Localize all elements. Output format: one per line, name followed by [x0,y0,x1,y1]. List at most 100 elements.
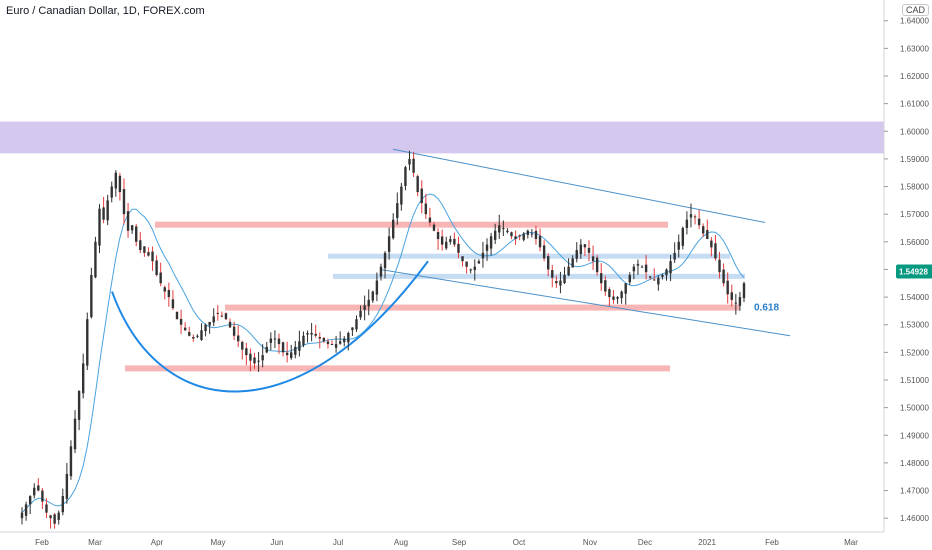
candle-body[interactable] [73,418,77,450]
support-line-2[interactable] [225,304,740,311]
candle-body[interactable] [612,296,615,300]
candle-body[interactable] [298,341,301,351]
candle-body[interactable] [391,219,395,239]
candle-body[interactable] [302,335,305,346]
candle-body[interactable] [208,321,211,326]
cup-curve[interactable] [111,260,429,393]
candle-body[interactable] [404,167,407,186]
candle-body[interactable] [310,333,313,335]
candle-body[interactable] [489,236,493,249]
candle-body[interactable] [742,283,746,299]
candle-body[interactable] [81,363,85,394]
candle-body[interactable] [506,230,509,233]
candle-body[interactable] [481,252,485,259]
candle-body[interactable] [241,341,244,350]
candle-body[interactable] [188,332,191,336]
candle-body[interactable] [653,279,656,281]
currency-badge[interactable]: CAD [902,4,930,16]
candle-body[interactable] [98,208,101,246]
candle-body[interactable] [200,330,203,340]
candle-body[interactable] [583,244,587,248]
candle-body[interactable] [330,343,334,345]
candle-body[interactable] [314,333,317,336]
candle-body[interactable] [269,338,273,343]
candle-body[interactable] [249,353,252,361]
candle-body[interactable] [41,490,44,502]
candle-body[interactable] [257,360,260,362]
candle-body[interactable] [37,485,40,491]
candle-body[interactable] [290,352,293,358]
candle-body[interactable] [563,274,566,283]
candle-body[interactable] [126,211,130,231]
candle-body[interactable] [355,319,358,330]
candle-body[interactable] [644,264,648,273]
candle-body[interactable] [151,251,154,262]
candle-body[interactable] [485,244,489,251]
candle-body[interactable] [171,299,175,309]
candle-body[interactable] [551,270,554,278]
candle-body[interactable] [469,269,472,271]
support-line-1[interactable] [155,221,668,228]
candle-body[interactable] [693,216,697,218]
minor-line-2[interactable] [333,273,745,279]
candle-body[interactable] [139,240,142,251]
candle-body[interactable] [106,200,109,221]
channel-lower-line[interactable] [379,268,791,337]
candle-body[interactable] [412,158,415,173]
candle-body[interactable] [706,230,709,240]
candle-body[interactable] [477,261,481,264]
candle-body[interactable] [24,504,28,516]
candle-body[interactable] [465,261,468,267]
candle-body[interactable] [245,348,248,356]
candle-body[interactable] [673,252,676,260]
candle-body[interactable] [363,305,366,310]
candle-body[interactable] [143,246,146,253]
candle-body[interactable] [383,252,387,269]
candle-body[interactable] [542,245,546,259]
candle-body[interactable] [371,291,375,301]
candle-body[interactable] [424,203,428,215]
candle-body[interactable] [338,341,342,344]
candle-body[interactable] [77,391,81,420]
candle-body[interactable] [661,274,664,277]
candle-body[interactable] [179,318,183,325]
candle-body[interactable] [228,321,232,328]
candle-body[interactable] [387,236,391,252]
candle-body[interactable] [665,269,668,276]
candle-body[interactable] [175,311,179,320]
candle-body[interactable] [396,203,399,218]
candle-body[interactable] [147,252,150,256]
candle-body[interactable] [94,241,97,278]
candle-body[interactable] [530,233,534,235]
candle-body[interactable] [628,274,631,283]
candle-body[interactable] [416,176,419,193]
candle-body[interactable] [294,346,297,355]
candle-body[interactable] [102,207,105,220]
candle-body[interactable] [135,226,138,242]
candle-body[interactable] [118,175,122,193]
candle-body[interactable] [669,261,672,274]
candle-body[interactable] [697,218,701,226]
candle-body[interactable] [167,289,171,298]
candle-body[interactable] [714,243,717,259]
candle-body[interactable] [738,297,742,306]
candle-body[interactable] [547,256,550,270]
candle-body[interactable] [343,338,346,343]
candle-body[interactable] [534,230,538,240]
candle-body[interactable] [587,247,591,253]
candle-body[interactable] [57,512,60,520]
candle-body[interactable] [65,473,69,499]
candle-body[interactable] [261,355,264,361]
candle-body[interactable] [436,231,440,240]
candle-body[interactable] [90,274,93,318]
candle-body[interactable] [285,352,289,356]
candle-body[interactable] [555,281,558,284]
candle-body[interactable] [595,257,599,273]
candle-body[interactable] [281,342,285,353]
candle-body[interactable] [620,291,623,299]
candle-body[interactable] [604,280,607,292]
candle-body[interactable] [196,335,199,337]
candle-body[interactable] [502,228,505,229]
